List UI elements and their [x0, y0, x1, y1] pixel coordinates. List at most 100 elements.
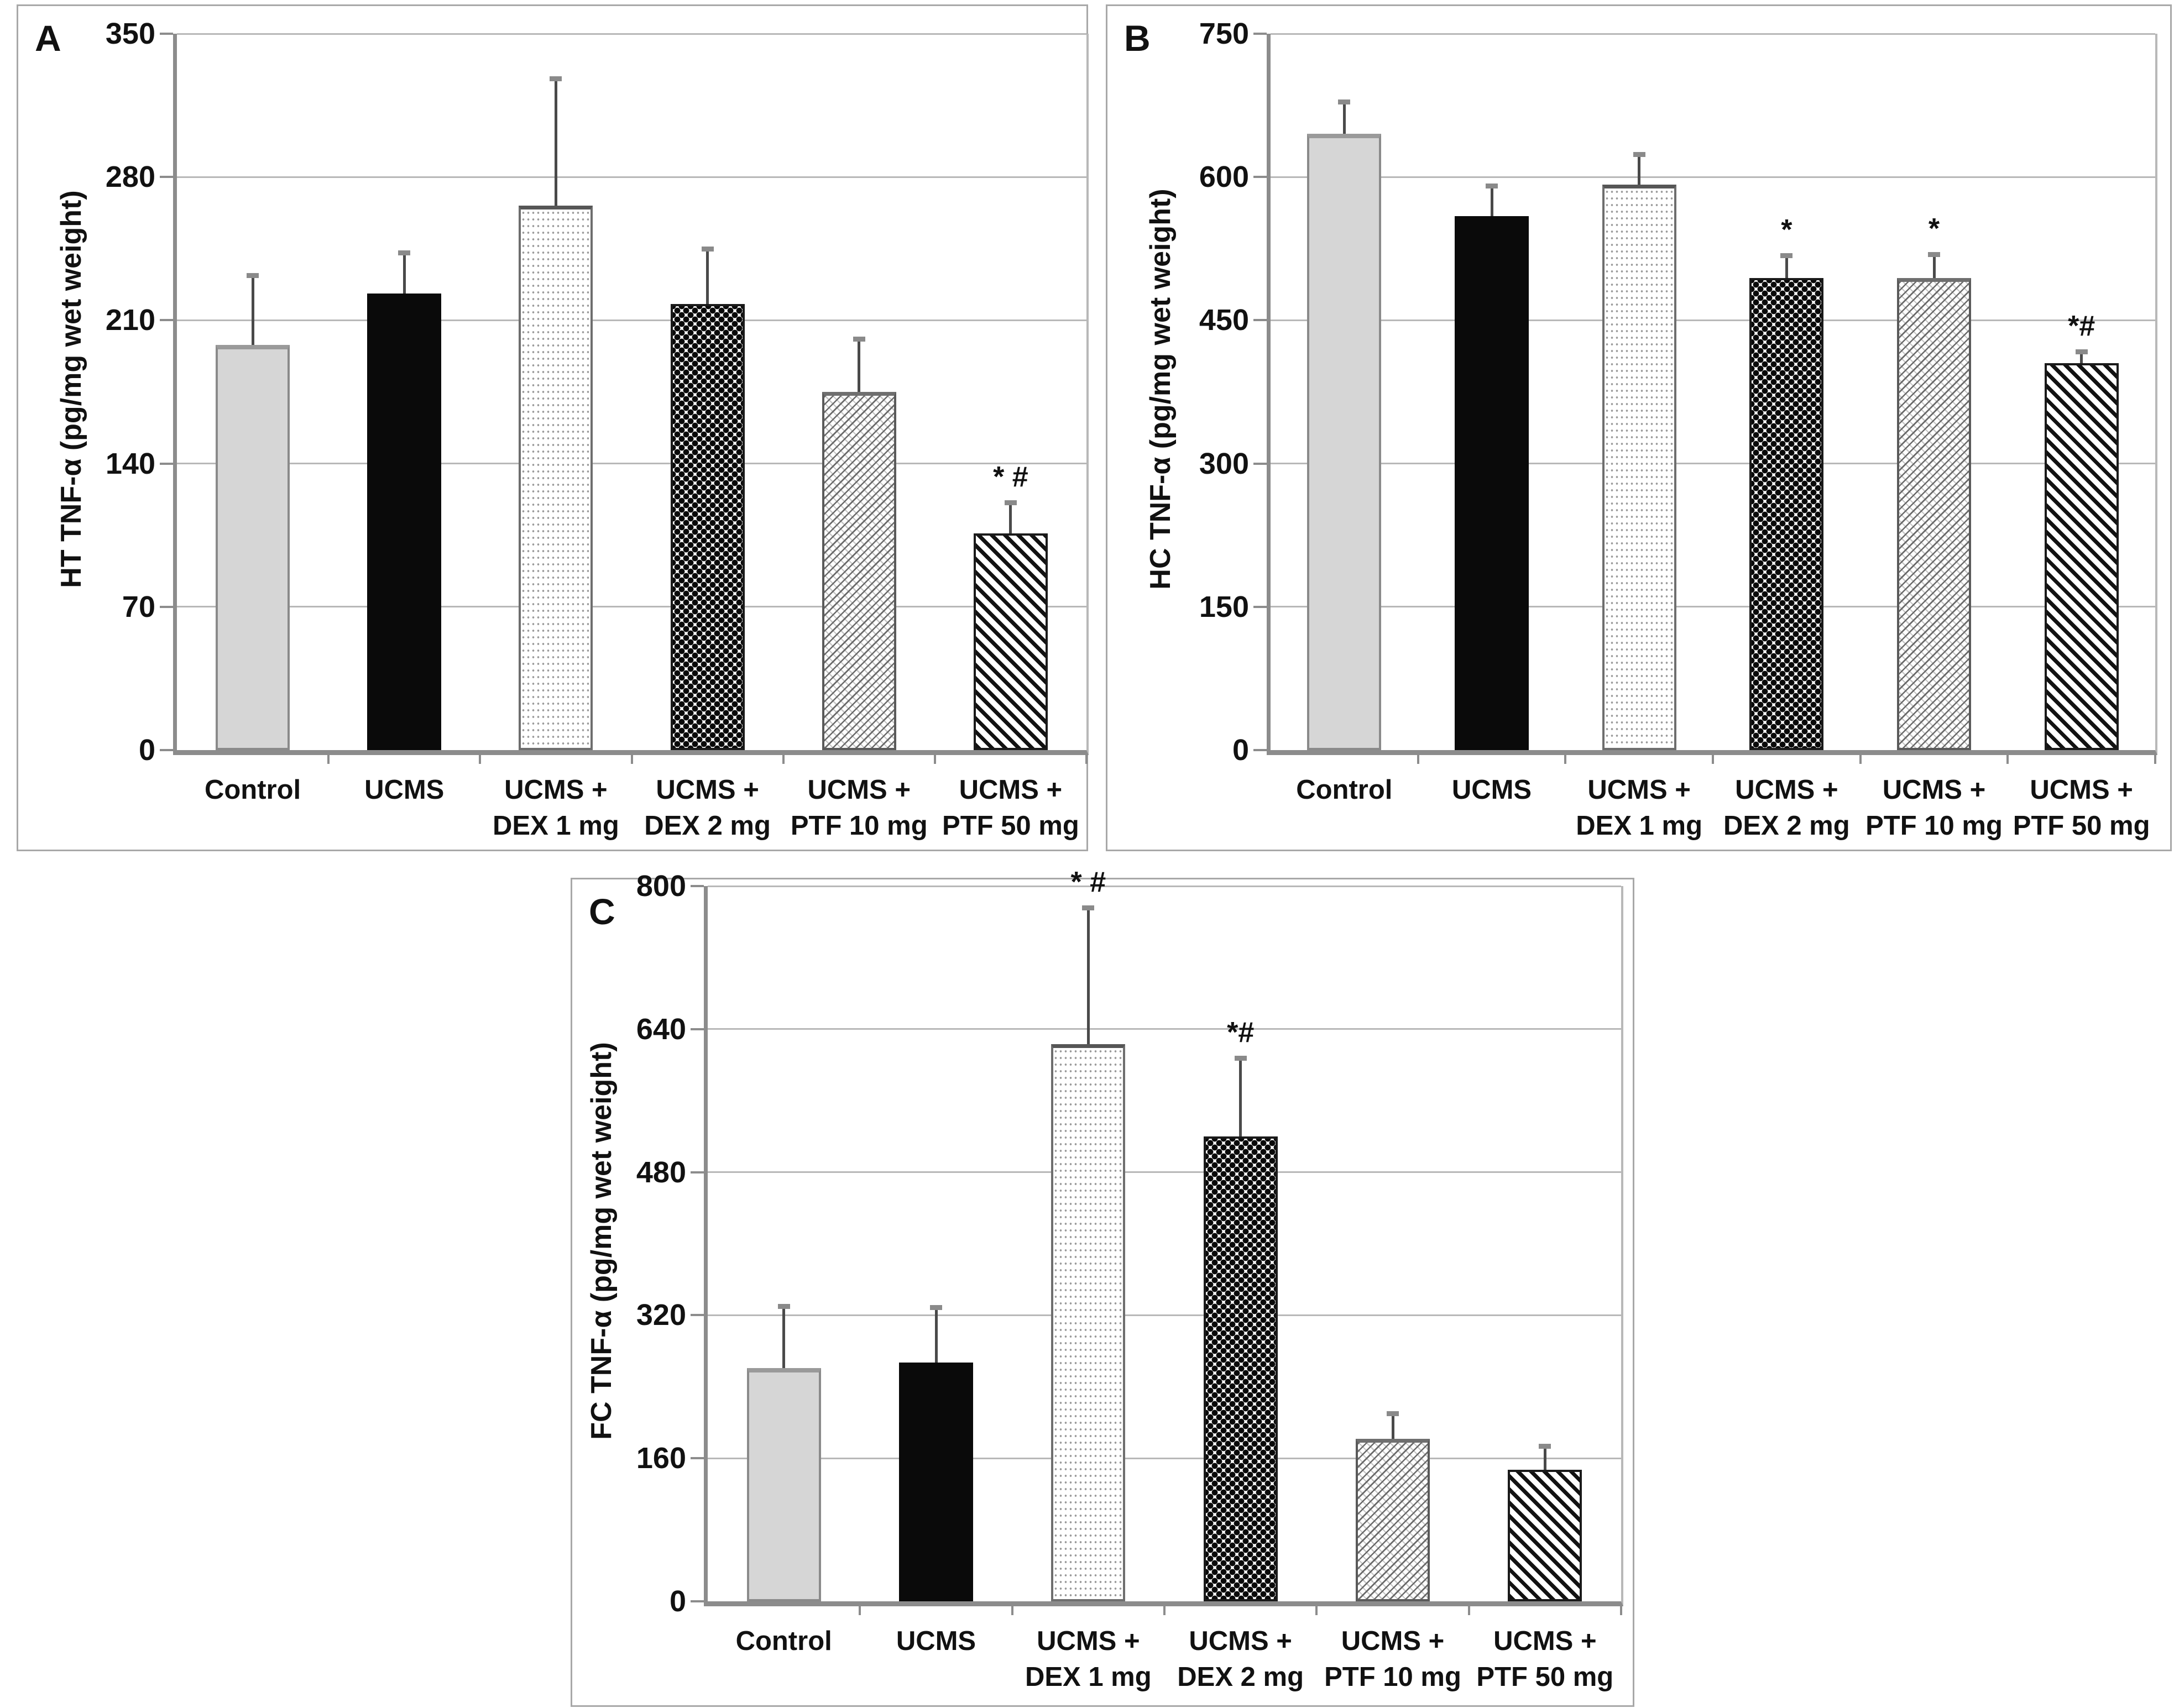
bar-control [216, 344, 290, 750]
x-tick-label: UCMS + PTF 50 mg [2013, 775, 2150, 841]
panel-letter-b: B [1124, 18, 1151, 59]
error-bar-cap [398, 250, 411, 256]
y-tick-label: 350 [105, 17, 155, 50]
chart-panel-c: C FC TNF-α (pg/mg wet weight) * # *# 0 160… [571, 866, 1634, 1707]
significance-annotation: * [1781, 213, 1792, 246]
x-tick-label: UCMS + PTF 10 mg [790, 775, 928, 841]
x-tick-label: Control [735, 1626, 832, 1656]
gridline [177, 176, 1086, 178]
chart-panel-a: A HT TNF-α (pg/mg wet weight) * # 0 70 140… [17, 4, 1089, 851]
gridline [1271, 176, 2155, 178]
significance-annotation: * # [1070, 866, 1106, 898]
error-bar-stem [1009, 502, 1012, 533]
error-bar-stem [1932, 254, 1936, 279]
y-axis-title-c: FC TNF-α (pg/mg wet weight) [586, 1042, 618, 1440]
x-tick-label: Control [204, 775, 301, 805]
y-axis-title-b: HC TNF-α (pg/mg wet weight) [1145, 188, 1177, 590]
error-bar-stem [1391, 1413, 1394, 1439]
y-tick-label: 150 [1199, 590, 1249, 624]
bar-ucms-dex-2-mg [670, 303, 745, 750]
y-tick-mark [1253, 176, 1267, 179]
gridline [1271, 319, 2155, 321]
x-tick-label: UCMS + PTF 50 mg [1476, 1626, 1614, 1692]
plot-area-a: * # [173, 33, 1089, 755]
error-bar-stem [1086, 907, 1090, 1045]
x-tick-label: UCMS + DEX 2 mg [1723, 775, 1850, 841]
y-tick-label: 600 [1199, 160, 1249, 194]
error-bar-cap [1539, 1443, 1551, 1449]
y-tick-label: 450 [1199, 303, 1249, 337]
y-tick-label: 210 [105, 303, 155, 337]
gridline [708, 1314, 1621, 1316]
x-tick-mark [327, 755, 330, 764]
x-tick-label: UCMS + PTF 50 mg [942, 775, 1079, 841]
error-bar-stem [251, 275, 254, 345]
error-bar-cap [1928, 252, 1940, 258]
significance-annotation: * [1928, 213, 1940, 245]
x-tick-mark [2154, 755, 2156, 764]
chart-panel-b: B HC TNF-α (pg/mg wet weight) * * *# 0 150 3… [1106, 4, 2172, 851]
x-tick-label: UCMS [896, 1626, 976, 1656]
error-bar-cap [1004, 500, 1017, 505]
bar-ucms-ptf-50-mg [2044, 363, 2119, 750]
error-bar-cap [1234, 1055, 1247, 1061]
y-tick-mark [160, 462, 173, 465]
panel-letter-a: A [35, 18, 61, 59]
y-tick-label: 320 [636, 1298, 686, 1332]
error-bar-stem [1239, 1057, 1242, 1136]
significance-annotation: *# [2068, 310, 2095, 343]
x-tick-label: UCMS + DEX 1 mg [1025, 1626, 1152, 1692]
y-tick-label: 160 [636, 1442, 686, 1475]
gridline [177, 463, 1086, 465]
x-tick-label: UCMS + DEX 2 mg [644, 775, 771, 841]
error-bar-cap [701, 246, 714, 252]
error-bar-cap [1486, 183, 1498, 188]
x-tick-label: UCMS [1451, 775, 1532, 805]
plot-area-b: * * *# [1267, 33, 2157, 755]
x-tick-mark [1011, 1606, 1013, 1615]
y-tick-mark [691, 1171, 704, 1173]
y-tick-mark [1253, 605, 1267, 608]
x-tick-mark [1467, 1606, 1470, 1615]
gridline [177, 606, 1086, 608]
error-bar-stem [706, 248, 709, 304]
x-tick-label: UCMS + DEX 2 mg [1177, 1626, 1304, 1692]
y-tick-label: 300 [1199, 447, 1249, 480]
error-bar-cap [550, 76, 562, 82]
x-tick-label: UCMS + PTF 10 mg [1865, 775, 2003, 841]
bar-ucms-dex-1-mg [1051, 1044, 1126, 1601]
y-tick-label: 140 [105, 447, 155, 480]
gridline [1271, 606, 2155, 608]
bar-control [746, 1368, 821, 1601]
x-tick-mark [859, 1606, 861, 1615]
y-tick-label: 480 [636, 1155, 686, 1189]
gridline [708, 1028, 1621, 1030]
gridline [708, 1171, 1621, 1173]
error-bar-cap [853, 336, 865, 342]
x-tick-mark [1859, 755, 1862, 764]
error-bar-cap [247, 273, 259, 278]
error-bar-cap [777, 1304, 790, 1309]
y-tick-mark [160, 605, 173, 608]
y-tick-mark [691, 1600, 704, 1602]
x-tick-mark [782, 755, 785, 764]
y-tick-label: 280 [105, 160, 155, 194]
error-bar-cap [1780, 253, 1793, 258]
y-tick-mark [160, 176, 173, 179]
bar-ucms-ptf-50-mg [973, 533, 1048, 750]
x-tick-mark [1085, 755, 1088, 764]
y-tick-mark [691, 1028, 704, 1030]
bar-ucms [899, 1363, 973, 1601]
x-tick-label: UCMS + DEX 1 mg [493, 775, 619, 841]
y-tick-mark [691, 1457, 704, 1460]
gridline [177, 33, 1086, 35]
bar-ucms-dex-2-mg [1749, 278, 1824, 750]
y-tick-mark [160, 33, 173, 35]
y-tick-mark [691, 1314, 704, 1317]
error-bar-stem [1543, 1445, 1546, 1470]
x-tick-label: Control [1296, 775, 1393, 805]
gridline [1271, 33, 2155, 35]
x-tick-mark [1712, 755, 1714, 764]
bar-ucms-ptf-50-mg [1508, 1470, 1582, 1601]
y-axis-title-a: HT TNF-α (pg/mg wet weight) [55, 190, 87, 588]
